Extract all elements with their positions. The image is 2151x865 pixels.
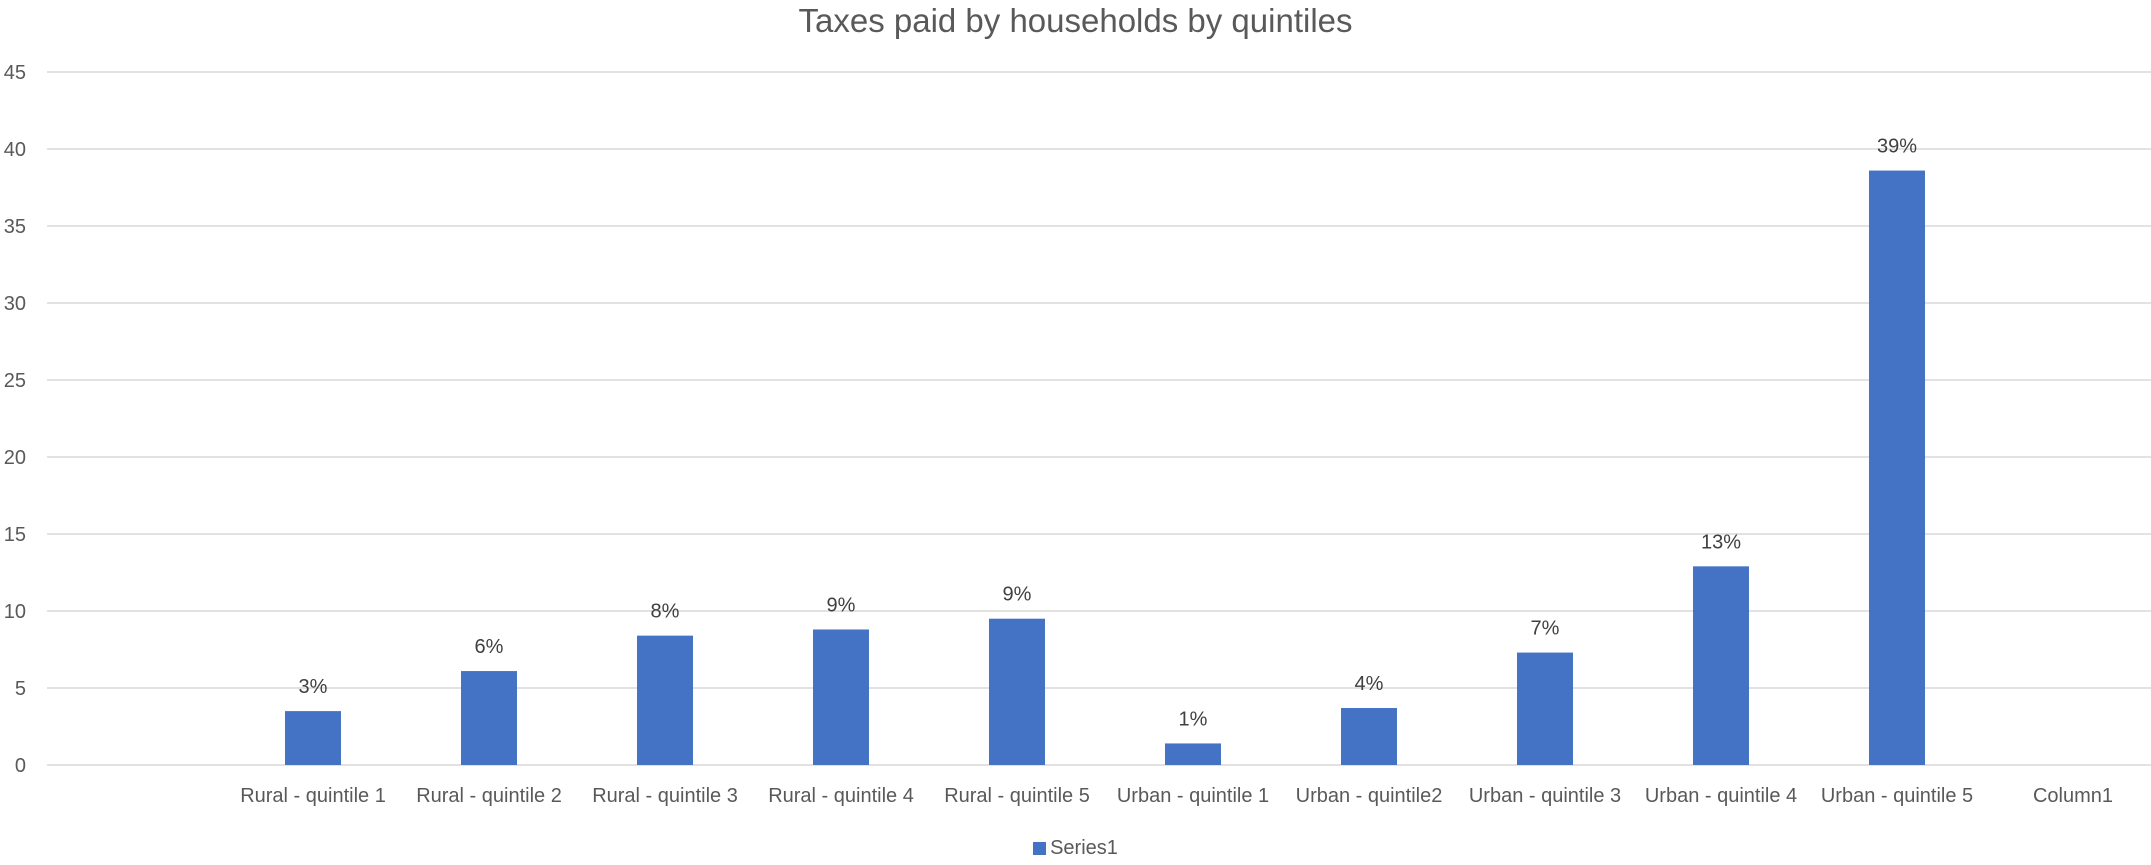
y-tick-label: 40 xyxy=(4,139,26,161)
x-tick-label: Rural - quintile 4 xyxy=(768,785,914,807)
data-label: 6% xyxy=(475,636,504,658)
data-label: 13% xyxy=(1701,531,1741,553)
data-label: 1% xyxy=(1179,708,1208,730)
data-label: 8% xyxy=(651,601,680,623)
legend: Series1 xyxy=(0,837,2151,860)
bar xyxy=(1693,566,1749,765)
y-tick-label: 0 xyxy=(15,755,26,777)
bar xyxy=(989,618,1045,765)
bar xyxy=(461,671,517,765)
y-tick-label: 15 xyxy=(4,524,26,546)
chart-title: Taxes paid by households by quintiles xyxy=(798,2,1353,39)
bar xyxy=(285,711,341,765)
bar xyxy=(1517,652,1573,765)
y-tick-label: 20 xyxy=(4,447,26,469)
x-tick-label: Rural - quintile 1 xyxy=(240,785,386,807)
bar xyxy=(1165,743,1221,765)
x-tick-label: Rural - quintile 5 xyxy=(944,785,1090,807)
x-tick-label: Rural - quintile 2 xyxy=(416,785,562,807)
y-tick-label: 35 xyxy=(4,216,26,238)
data-label: 9% xyxy=(827,594,856,616)
y-tick-label: 45 xyxy=(4,62,26,84)
y-tick-label: 10 xyxy=(4,601,26,623)
bar xyxy=(1869,170,1925,765)
x-tick-label: Urban - quintile 5 xyxy=(1821,785,1973,807)
data-label: 39% xyxy=(1877,136,1917,158)
data-label: 3% xyxy=(299,676,328,698)
data-label: 4% xyxy=(1355,673,1384,695)
y-tick-label: 5 xyxy=(15,678,26,700)
y-tick-label: 30 xyxy=(4,293,26,315)
x-tick-label: Rural - quintile 3 xyxy=(592,785,738,807)
legend-label: Series1 xyxy=(1050,837,1118,859)
x-tick-label: Column1 xyxy=(2033,785,2113,807)
x-tick-label: Urban - quintile 4 xyxy=(1645,785,1797,807)
data-label: 9% xyxy=(1003,584,1032,606)
bar xyxy=(637,635,693,765)
bar xyxy=(813,629,869,765)
x-tick-label: Urban - quintile 3 xyxy=(1469,785,1621,807)
legend-swatch xyxy=(1033,842,1047,855)
x-tick-label: Urban - quintile2 xyxy=(1296,785,1443,807)
y-tick-label: 25 xyxy=(4,370,26,392)
x-tick-label: Urban - quintile 1 xyxy=(1117,785,1269,807)
data-label: 7% xyxy=(1531,618,1560,640)
bar xyxy=(1341,708,1397,765)
